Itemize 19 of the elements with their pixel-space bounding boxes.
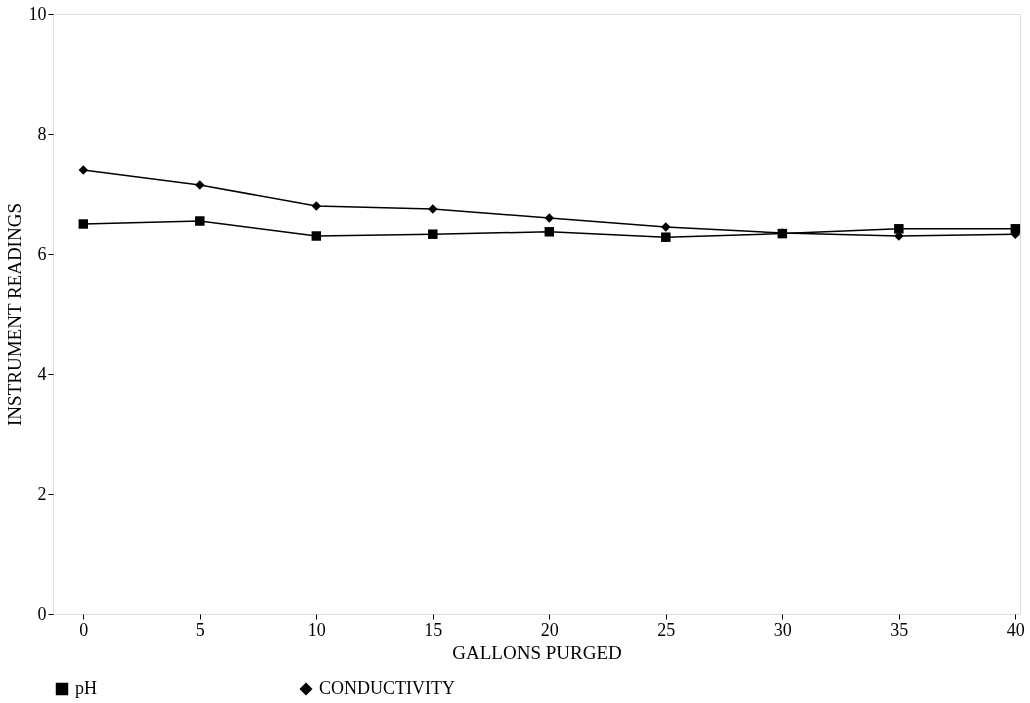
x-tick-label: 5 [195,619,205,640]
x-tick-label: 25 [657,619,676,640]
y-tick-label: 6 [37,243,47,264]
x-tick-label: 20 [540,619,559,640]
y-axis-title: INSTRUMENT READINGS [3,203,25,426]
y-tick-label: 0 [37,603,47,624]
x-axis-title: GALLONS PURGED [452,641,622,663]
y-tick-label: 2 [37,483,47,504]
x-tick-label: 35 [890,619,909,640]
x-tick-label: 40 [1006,619,1025,640]
x-tick-label: 15 [424,619,443,640]
x-tick-label: 10 [307,619,326,640]
x-tick-label: 30 [773,619,792,640]
y-tick-label: 8 [37,123,47,144]
y-tick-label: 4 [37,363,47,384]
legend-label: pH [75,678,97,698]
x-tick-label: 0 [79,619,89,640]
legend-label: CONDUCTIVITY [319,678,455,698]
y-tick-label: 10 [28,3,47,24]
